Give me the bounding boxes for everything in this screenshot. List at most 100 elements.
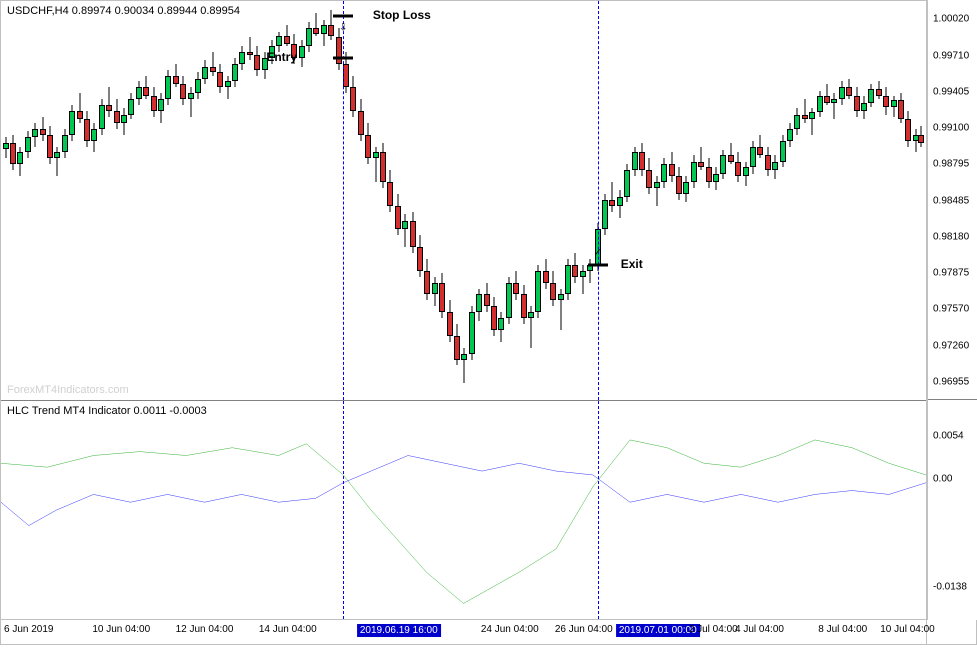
y-tick-label: 0.97875	[933, 267, 969, 278]
candle	[10, 135, 16, 171]
candle	[683, 176, 689, 202]
candle	[99, 99, 105, 135]
candle	[25, 131, 31, 158]
candle	[469, 306, 475, 359]
candle	[232, 58, 238, 88]
candle	[373, 147, 379, 183]
candle	[535, 265, 541, 318]
charts-panel: USDCHF,H4 0.89974 0.90034 0.89944 0.8995…	[0, 0, 927, 620]
candle	[861, 96, 867, 120]
price-chart[interactable]: USDCHF,H4 0.89974 0.90034 0.89944 0.8995…	[1, 1, 926, 401]
candle	[498, 312, 504, 342]
vertical-marker-line	[343, 1, 344, 400]
x-tick-label-highlighted: 2019.06.19 16:00	[357, 624, 441, 637]
candle	[136, 81, 142, 105]
candle	[918, 126, 924, 146]
candle	[40, 117, 46, 141]
x-tick-label: 4 Jul 04:00	[735, 624, 784, 635]
annotation-mark	[333, 15, 353, 18]
candle	[3, 137, 9, 158]
candle	[321, 20, 327, 46]
annotation-mark	[588, 263, 608, 266]
candle	[609, 182, 615, 212]
candle	[713, 167, 719, 191]
y-tick-label: 0.98180	[933, 231, 969, 242]
x-tick-label: 10 Jun 04:00	[92, 624, 150, 635]
candle	[780, 135, 786, 167]
candle	[365, 123, 371, 164]
candle	[720, 150, 726, 178]
candle	[188, 87, 194, 117]
chart-symbol-title: USDCHF,H4 0.89974 0.90034 0.89944 0.8995…	[7, 5, 240, 17]
candle	[558, 289, 564, 330]
candle	[210, 52, 216, 76]
x-tick-label: 2 Jul 04:00	[689, 624, 738, 635]
candle	[461, 348, 467, 384]
candle	[195, 72, 201, 99]
candle	[165, 70, 171, 106]
candle	[32, 123, 38, 147]
candle	[106, 87, 112, 117]
candle	[62, 129, 68, 159]
candle	[602, 194, 608, 235]
candle	[284, 25, 290, 46]
candle	[891, 96, 897, 117]
candle	[380, 143, 386, 188]
candle	[439, 273, 445, 318]
candle	[173, 64, 179, 88]
y-axis-price: 1.000200.997100.994050.991000.987950.984…	[928, 0, 977, 400]
candle	[876, 81, 882, 99]
annotation-label: Exit	[621, 257, 643, 271]
candle	[624, 164, 630, 202]
y-tick-label: 0.99100	[933, 122, 969, 133]
candle	[513, 271, 519, 301]
indicator-chart[interactable]: HLC Trend MT4 Indicator 0.0011 -0.0003	[1, 401, 926, 619]
x-tick-label: 14 Jun 04:00	[259, 624, 317, 635]
candle	[632, 147, 638, 177]
chart-container: USDCHF,H4 0.89974 0.90034 0.89944 0.8995…	[0, 0, 977, 620]
candle	[84, 111, 90, 147]
y-tick-label: 0.98795	[933, 158, 969, 169]
candle	[691, 155, 697, 188]
candle	[128, 93, 134, 119]
candle	[114, 99, 120, 129]
candle	[521, 285, 527, 324]
y-axis-indicator: 0.00540.00-0.0138	[928, 400, 977, 620]
indicator-lines	[1, 401, 926, 619]
y-tick-label: 0.96955	[933, 376, 969, 387]
annotation-mark	[333, 56, 353, 59]
x-tick-label-highlighted: 2019.07.01 00:00	[616, 624, 700, 637]
candle	[565, 259, 571, 300]
candle	[336, 28, 342, 69]
candle	[846, 79, 852, 99]
candle	[661, 158, 667, 188]
candle	[54, 147, 60, 177]
candle	[432, 277, 438, 307]
candle	[669, 152, 675, 182]
x-tick-label: 26 Jun 04:00	[555, 624, 613, 635]
candle	[424, 259, 430, 300]
y-tick-label: 0.97260	[933, 340, 969, 351]
candle	[417, 235, 423, 276]
candle	[202, 60, 208, 84]
candle	[787, 123, 793, 147]
watermark: ForexMT4Indicators.com	[7, 384, 129, 396]
y-axis: 1.000200.997100.994050.991000.987950.984…	[927, 0, 977, 620]
candle	[794, 108, 800, 135]
candle	[91, 123, 97, 153]
vertical-marker-line	[598, 1, 599, 400]
candle	[772, 155, 778, 179]
indicator-title: HLC Trend MT4 Indicator 0.0011 -0.0003	[7, 405, 207, 417]
candle	[883, 87, 889, 114]
annotation-label: Stop Loss	[373, 8, 431, 22]
candle	[402, 214, 408, 247]
candle	[69, 105, 75, 141]
candle	[506, 277, 512, 324]
candle	[706, 158, 712, 188]
candle	[454, 324, 460, 365]
candle	[387, 170, 393, 211]
candle	[247, 37, 253, 61]
candle	[17, 147, 23, 177]
candle	[728, 143, 734, 164]
vertical-marker-line	[343, 401, 344, 619]
